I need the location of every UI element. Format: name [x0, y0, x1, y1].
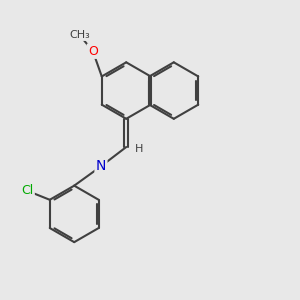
- Text: CH₃: CH₃: [69, 30, 90, 40]
- Text: Cl: Cl: [21, 184, 34, 197]
- Text: H: H: [134, 143, 143, 154]
- Text: N: N: [96, 159, 106, 173]
- Text: O: O: [88, 45, 98, 58]
